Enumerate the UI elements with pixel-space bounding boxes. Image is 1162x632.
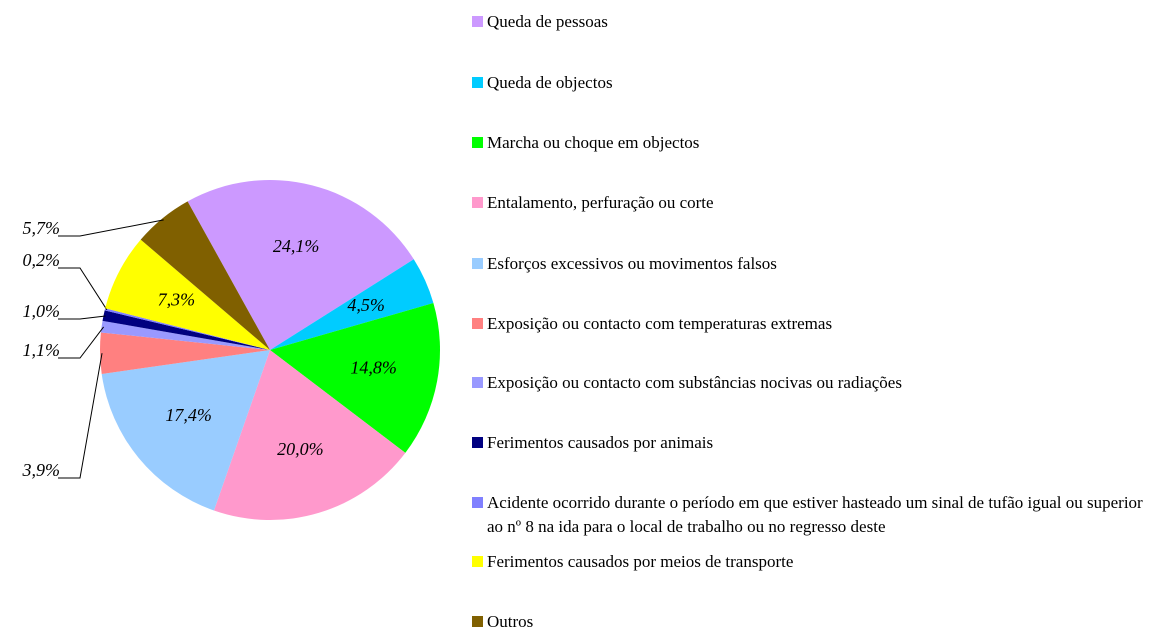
- pie-slice: [270, 259, 434, 350]
- legend-item: Entalamento, perfuração ou corte: [472, 191, 1152, 215]
- leader-line: [58, 353, 103, 479]
- legend-label: Marcha ou choque em objectos: [487, 133, 700, 152]
- leader-line: [58, 219, 164, 237]
- legend-label: Ferimentos causados por meios de transpo…: [487, 552, 794, 571]
- data-label: 20,0%: [277, 439, 324, 459]
- legend-label: Outros: [487, 612, 534, 631]
- legend-item: Marcha ou choque em objectos: [472, 131, 1152, 155]
- legend-item: Exposição ou contacto com temperaturas e…: [472, 312, 1152, 336]
- legend-item: Queda de objectos: [472, 71, 1152, 95]
- pie-slice: [102, 310, 270, 350]
- pie-slice: [213, 350, 406, 521]
- legend-swatch: [472, 616, 483, 627]
- legend-item: Ferimentos causados por meios de transpo…: [472, 550, 1152, 574]
- pie-slice: [104, 308, 270, 350]
- pie-slice: [100, 320, 270, 350]
- legend-swatch: [472, 137, 483, 148]
- pie-slice: [105, 239, 270, 350]
- leader-line: [58, 267, 108, 311]
- data-label: 1,0%: [23, 301, 61, 321]
- legend-label: Queda de objectos: [487, 73, 613, 92]
- data-label: 4,5%: [347, 295, 385, 315]
- legend-label: Entalamento, perfuração ou corte: [487, 193, 714, 212]
- legend-item: Acidente ocorrido durante o período em q…: [472, 491, 1152, 539]
- leader-line: [58, 326, 104, 359]
- legend-swatch: [472, 556, 483, 567]
- legend-label: Acidente ocorrido durante o período em q…: [487, 493, 1143, 536]
- legend-label: Exposição ou contacto com temperaturas e…: [487, 314, 833, 333]
- data-label: 1,1%: [23, 340, 61, 360]
- data-label: 7,3%: [158, 290, 196, 310]
- data-label: 3,9%: [22, 460, 61, 480]
- pie-slice: [270, 303, 440, 453]
- legend-swatch: [472, 377, 483, 388]
- legend-label: Queda de pessoas: [487, 12, 608, 31]
- legend-swatch: [472, 16, 483, 27]
- legend-item: Exposição ou contacto com substâncias no…: [472, 371, 1152, 395]
- legend-swatch: [472, 258, 483, 269]
- data-label: 14,8%: [350, 358, 397, 378]
- legend-item: Ferimentos causados por animais: [472, 431, 1152, 455]
- data-label: 0,2%: [23, 250, 61, 270]
- legend-item: Outros: [472, 610, 1152, 632]
- data-label: 5,7%: [23, 218, 61, 238]
- leader-line: [58, 315, 106, 320]
- pie-slice: [140, 201, 270, 350]
- legend-item: Queda de pessoas: [472, 10, 1152, 34]
- legend-swatch: [472, 77, 483, 88]
- data-label: 17,4%: [165, 405, 212, 425]
- legend-label: Esforços excessivos ou movimentos falsos: [487, 254, 777, 273]
- legend-label: Exposição ou contacto com substâncias no…: [487, 373, 902, 392]
- legend-swatch: [472, 437, 483, 448]
- pie-area: 24,1% 4,5% 14,8% 20,0% 17,4% 3,9% 1,1% 1,0% 0,2%…: [22, 180, 440, 521]
- legend-swatch: [472, 197, 483, 208]
- pie-slice: [101, 350, 271, 511]
- legend-swatch: [472, 318, 483, 329]
- data-label: 24,1%: [273, 236, 320, 256]
- legend-item: Esforços excessivos ou movimentos falsos: [472, 252, 1152, 276]
- legend-label: Ferimentos causados por animais: [487, 433, 714, 452]
- pie-slice: [100, 332, 270, 375]
- legend-swatch: [472, 497, 483, 508]
- pie-slice: [187, 180, 414, 350]
